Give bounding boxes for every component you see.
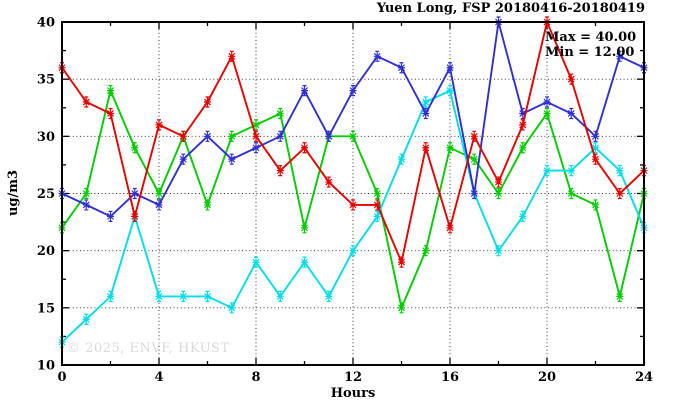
- series-line: [61, 89, 645, 343]
- x-tick-label: 0: [57, 370, 66, 385]
- chart-title: Yuen Long, FSP 20180416-20180419: [376, 1, 645, 16]
- plot-border: [61, 21, 645, 366]
- watermark: © 2025, ENVF, HKUST: [67, 341, 230, 356]
- y-tick-label: 15: [37, 301, 55, 316]
- x-tick-label: 4: [154, 370, 163, 385]
- y-tick-label: 20: [37, 244, 55, 259]
- y-tick-label: 35: [37, 73, 55, 88]
- x-axis-label: Hours: [330, 386, 376, 401]
- x-tick-label: 24: [635, 370, 653, 385]
- y-tick-label: 25: [37, 187, 55, 202]
- max-min-annotation: Max = 40.00 Min = 12.00: [545, 30, 636, 60]
- y-axis-label: ug/m3: [6, 169, 21, 217]
- min-value-label: Min = 12.00: [545, 45, 635, 60]
- tick-labels: 10 15 20 25 30 35 40 0 4 8 12 16 20 24: [37, 16, 653, 386]
- gridlines: [62, 22, 644, 365]
- y-tick-label: 10: [37, 359, 55, 374]
- x-tick-label: 12: [344, 370, 362, 385]
- x-tick-label: 16: [441, 370, 459, 385]
- x-tick-label: 20: [538, 370, 556, 385]
- x-tick-label: 8: [251, 370, 260, 385]
- y-tick-label: 30: [37, 130, 55, 145]
- max-value-label: Max = 40.00: [545, 30, 637, 45]
- y-tick-label: 40: [37, 16, 55, 31]
